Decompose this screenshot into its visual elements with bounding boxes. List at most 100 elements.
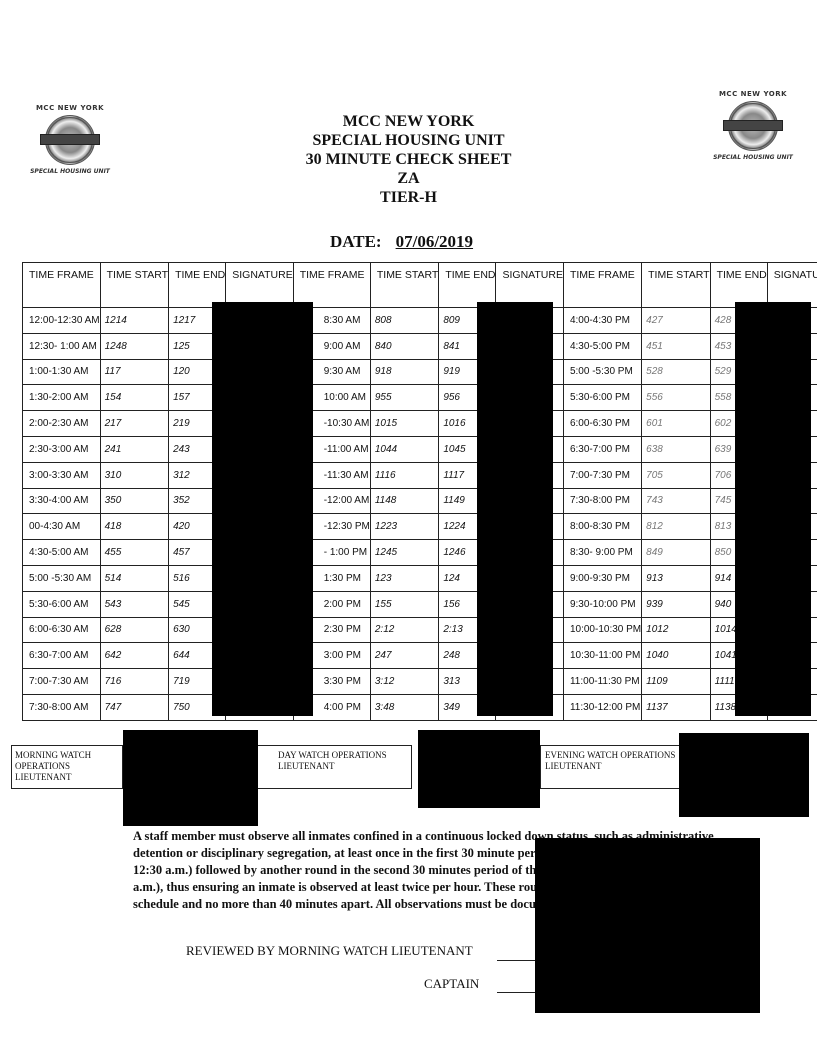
- time-start-cell: 3:12: [369, 668, 440, 695]
- time-frame-cell: 12:30- 1:00 AM: [22, 332, 101, 360]
- time-start-cell: 1245: [369, 539, 440, 566]
- time-frame-cell: 5:00 -5:30 PM: [562, 358, 643, 386]
- column-header: SIGNATURE: [766, 262, 817, 308]
- column-header: TIME START: [369, 262, 440, 308]
- table-row: 5:00 -5:30 AM 514 516 1:30 PM 123 124 9:00-9:3…: [22, 564, 817, 592]
- time-frame-cell: 3:30-4:00 AM: [22, 487, 101, 515]
- redaction: [735, 302, 811, 716]
- time-start-cell: 849: [641, 539, 711, 566]
- time-start-cell: 1223: [369, 513, 440, 541]
- time-frame-cell: 4:00-4:30 PM: [562, 307, 643, 334]
- column-header: TIME FRAME: [292, 262, 371, 308]
- time-frame-cell: 10:00-10:30 PM: [562, 616, 643, 644]
- time-start-cell: 3:48: [369, 693, 440, 721]
- time-start-cell: 418: [99, 513, 170, 541]
- captain-label: CAPTAIN: [424, 976, 480, 991]
- time-frame-cell: 1:00-1:30 AM: [22, 358, 101, 386]
- time-frame-cell: 5:00 -5:30 AM: [22, 564, 101, 592]
- time-frame-cell: 5:30-6:00 PM: [562, 384, 643, 412]
- table-row: 3:30-4:00 AM 350 352 -12:00 AM 1148 1149 7:30-…: [22, 487, 817, 515]
- time-start-cell: 2:12: [369, 616, 440, 644]
- table-row: 00-4:30 AM 418 420 -12:30 PM 1223 1224 8:00-8:…: [22, 513, 817, 541]
- date-line: DATE: 07/06/2019: [0, 232, 817, 252]
- redaction: [212, 302, 313, 716]
- column-header: SIGNATURE: [225, 262, 294, 308]
- time-frame-cell: 9:30-10:00 PM: [562, 590, 643, 618]
- time-start-cell: 1148: [369, 487, 440, 515]
- table-row: 4:30-5:00 AM 455 457- 1:00 PM 1245 1246 8:30-…: [22, 539, 817, 566]
- evening-watch-box: EVENING WATCH OPERATIONS LIEUTENANT: [540, 745, 680, 789]
- column-header: TIME END: [438, 262, 497, 308]
- time-start-cell: 705: [641, 461, 711, 489]
- table-row: 12:30- 1:00 AM 1248 125 9:00 AM 840 841 4:30-5…: [22, 332, 817, 360]
- time-start-cell: 1116: [369, 461, 440, 489]
- column-header: TIME END: [709, 262, 768, 308]
- time-frame-cell: 12:00-12:30 AM: [22, 307, 101, 334]
- logo-left: MCC NEW YORK SPECIAL HOUSING UNIT: [30, 104, 110, 175]
- time-start-cell: 808: [369, 307, 440, 334]
- table-row: 2:30-3:00 AM 241 243 -11:00 AM 1044 1045 6:30-…: [22, 435, 817, 463]
- time-start-cell: 543: [99, 590, 170, 618]
- time-start-cell: 638: [641, 435, 711, 463]
- time-start-cell: 939: [641, 590, 711, 618]
- time-start-cell: 451: [641, 332, 711, 360]
- time-frame-cell: 2:30-3:00 AM: [22, 435, 101, 463]
- shu-seal-icon: [40, 115, 100, 165]
- column-header: TIME END: [168, 262, 227, 308]
- time-frame-cell: 7:30-8:00 AM: [22, 693, 101, 721]
- time-start-cell: 1040: [641, 642, 711, 670]
- table-row: 7:00-7:30 AM 716 719 3:30 PM 3:12 313 11:00-11…: [22, 668, 817, 695]
- reviewed-label: REVIEWED BY MORNING WATCH LIEUTENANT: [186, 943, 473, 958]
- redaction: [123, 730, 258, 826]
- time-frame-cell: 1:30-2:00 AM: [22, 384, 101, 412]
- table-row: 2:00-2:30 AM 217 219 -10:30 AM 1015 1016 6:00-…: [22, 410, 817, 437]
- time-frame-cell: 6:30-7:00 PM: [562, 435, 643, 463]
- table-row: 6:00-6:30 AM 628 630 2:30 PM 2:12 2:13 10:00-1…: [22, 616, 817, 644]
- column-header: TIME FRAME: [562, 262, 643, 308]
- time-start-cell: 1248: [99, 332, 170, 360]
- time-frame-cell: 7:00-7:30 PM: [562, 461, 643, 489]
- time-start-cell: 154: [99, 384, 170, 412]
- table-row: 1:00-1:30 AM 117 120 9:30 AM 918 919 5:00 -5:3…: [22, 358, 817, 386]
- page-title: MCC NEW YORK SPECIAL HOUSING UNIT 30 MIN…: [305, 113, 512, 206]
- redaction: [477, 302, 553, 716]
- time-start-cell: 747: [99, 693, 170, 721]
- time-frame-cell: 11:30-12:00 PM: [562, 693, 643, 721]
- table-row: 1:30-2:00 AM 154 157 10:00 AM 955 956 5:30-6:0…: [22, 384, 817, 412]
- table-row: 3:00-3:30 AM 310 312 -11:30 AM 1116 1117 7:00-…: [22, 461, 817, 489]
- time-frame-cell: 3:00-3:30 AM: [22, 461, 101, 489]
- time-frame-cell: 7:00-7:30 AM: [22, 668, 101, 695]
- date-value: 07/06/2019: [395, 232, 474, 251]
- time-start-cell: 913: [641, 564, 711, 592]
- time-start-cell: 1044: [369, 435, 440, 463]
- time-start-cell: 716: [99, 668, 170, 695]
- time-frame-cell: 9:00-9:30 PM: [562, 564, 643, 592]
- time-start-cell: 955: [369, 384, 440, 412]
- time-start-cell: 556: [641, 384, 711, 412]
- column-header: TIME FRAME: [22, 262, 101, 308]
- time-start-cell: 350: [99, 487, 170, 515]
- time-start-cell: 918: [369, 358, 440, 386]
- table-row: 7:30-8:00 AM 747 750 4:00 PM 3:48 349 11:30-12…: [22, 693, 817, 721]
- redaction: [535, 838, 760, 1013]
- time-frame-cell: 8:30- 9:00 PM: [562, 539, 643, 566]
- time-start-cell: 247: [369, 642, 440, 670]
- time-frame-cell: 6:30-7:00 AM: [22, 642, 101, 670]
- time-frame-cell: 4:30-5:00 AM: [22, 539, 101, 566]
- time-start-cell: 743: [641, 487, 711, 515]
- time-start-cell: 310: [99, 461, 170, 489]
- time-start-cell: 241: [99, 435, 170, 463]
- morning-watch-box: MORNING WATCH OPERATIONS LIEUTENANT: [11, 745, 123, 789]
- time-start-cell: 840: [369, 332, 440, 360]
- shu-seal-icon: [723, 101, 783, 151]
- time-frame-cell: 5:30-6:00 AM: [22, 590, 101, 618]
- time-start-cell: 1214: [99, 307, 170, 334]
- time-start-cell: 117: [99, 358, 170, 386]
- time-start-cell: 514: [99, 564, 170, 592]
- time-start-cell: 217: [99, 410, 170, 437]
- time-frame-cell: 11:00-11:30 PM: [562, 668, 643, 695]
- table-row: 6:30-7:00 AM 642 644 3:00 PM 247 248 10:30-11:…: [22, 642, 817, 670]
- time-frame-cell: 6:00-6:30 PM: [562, 410, 643, 437]
- time-start-cell: 642: [99, 642, 170, 670]
